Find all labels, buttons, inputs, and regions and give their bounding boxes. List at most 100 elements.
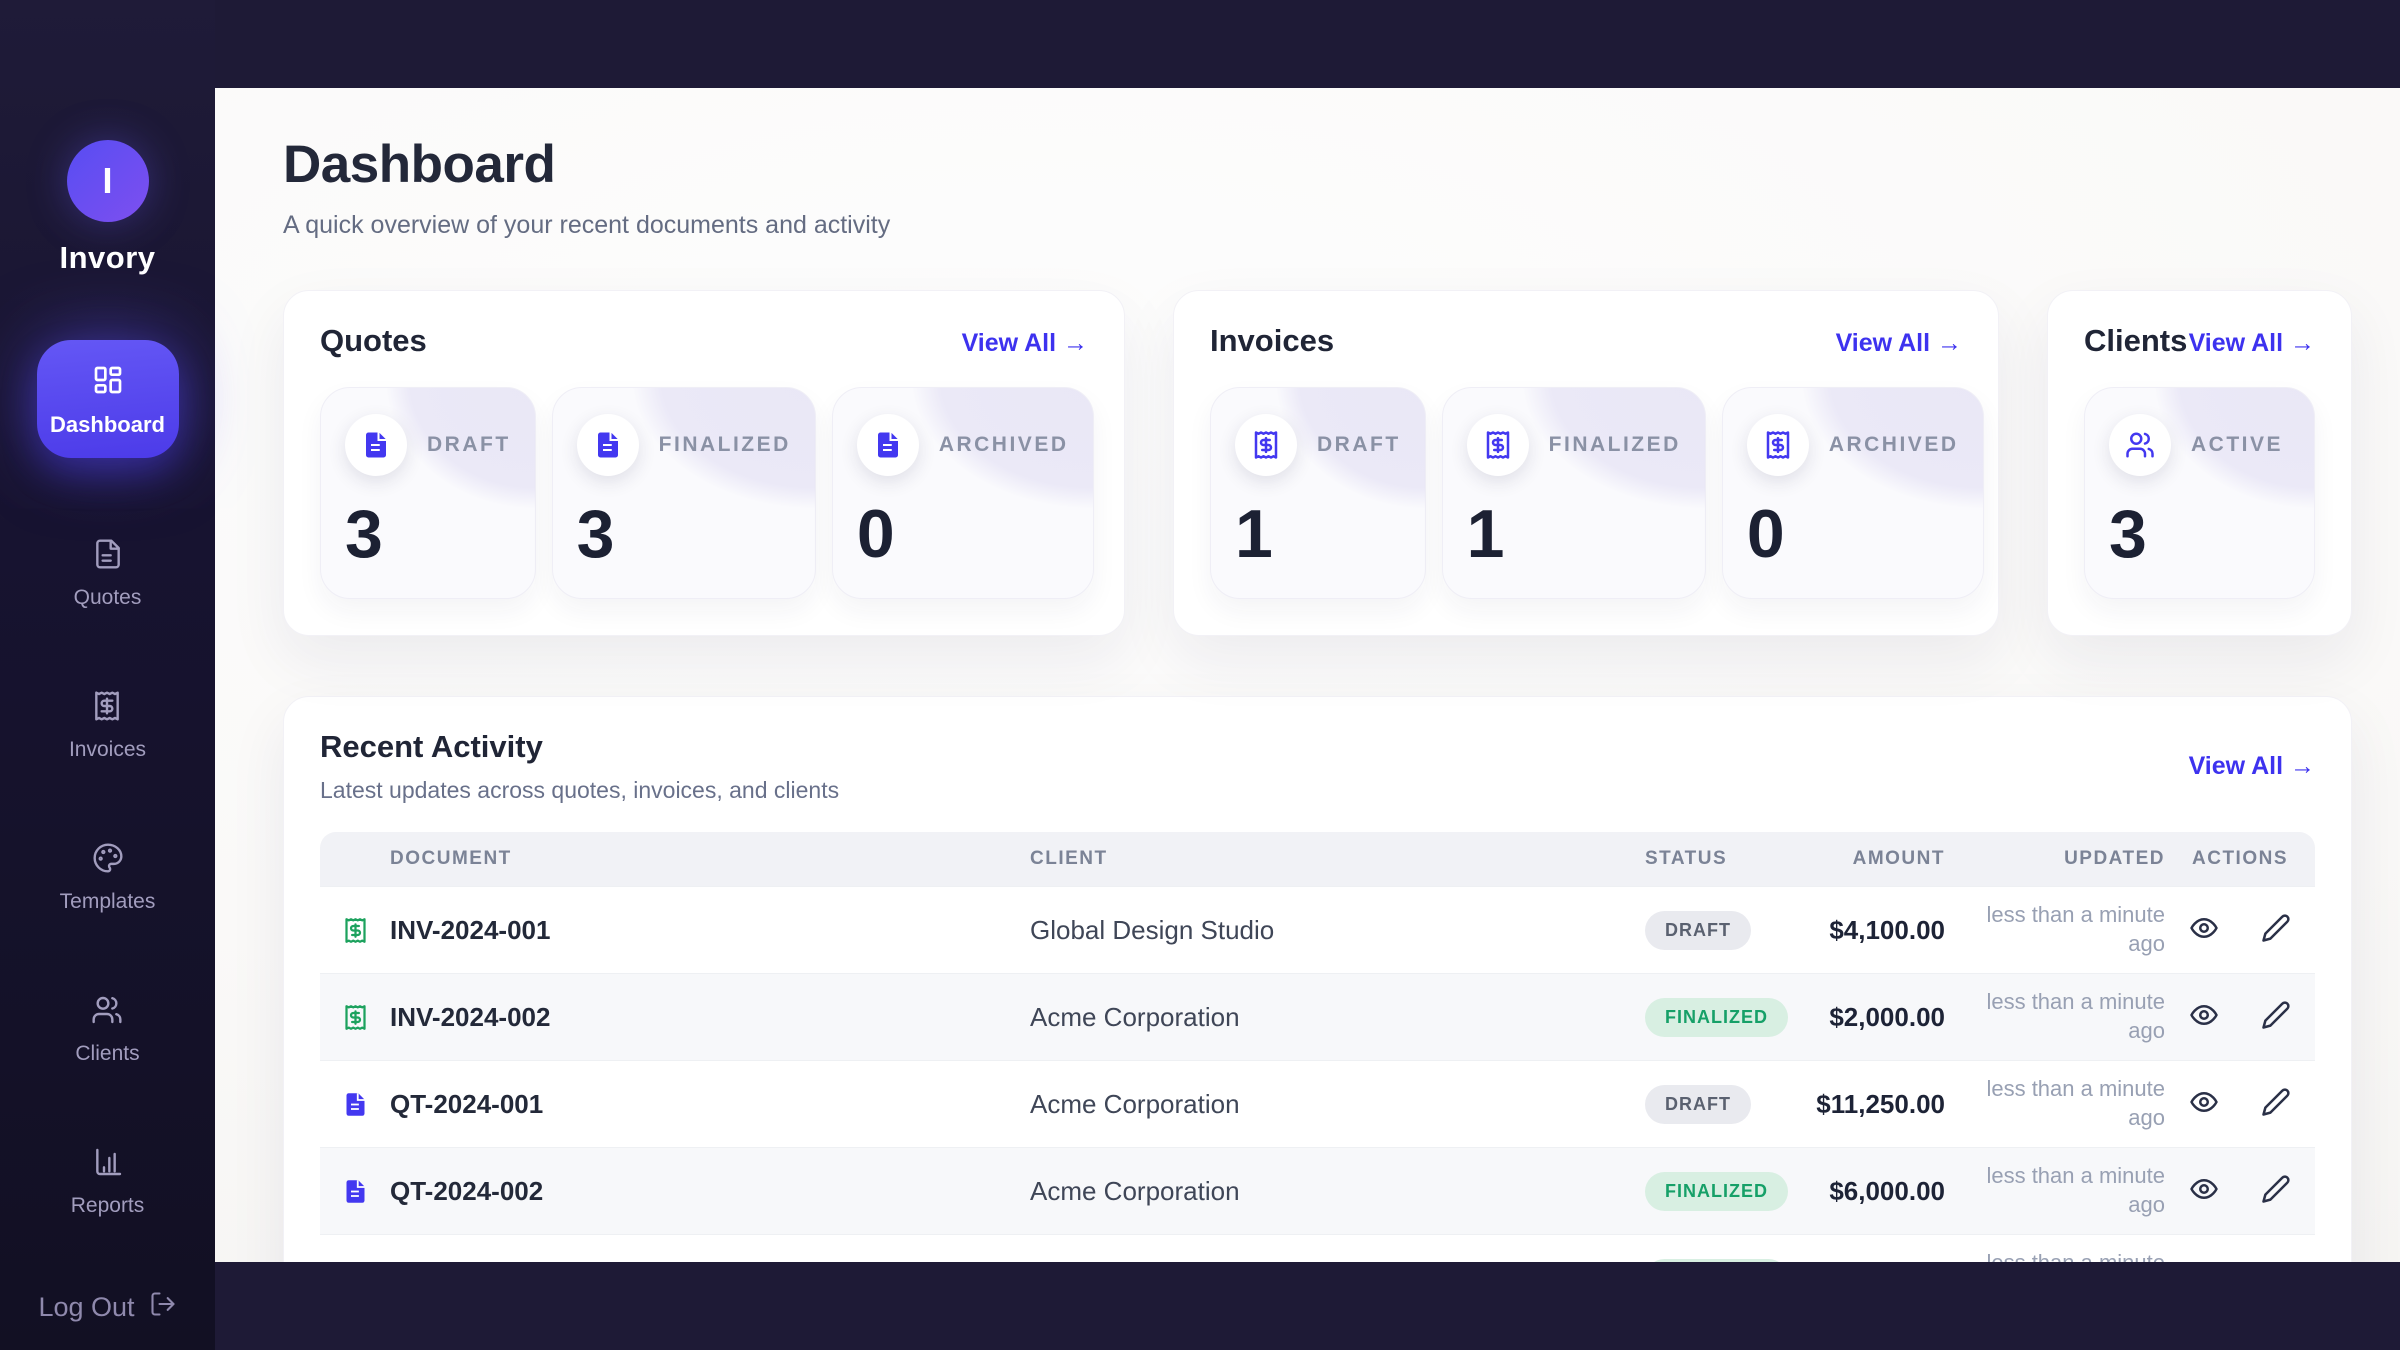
- table-row[interactable]: INV-2024-002 Acme Corporation FINALIZED …: [320, 973, 2315, 1060]
- document-id: INV-2024-001: [390, 914, 551, 945]
- invoice-receipt-icon: [320, 917, 390, 944]
- receipt-icon: [91, 690, 123, 728]
- client-name: Acme Corporation: [1030, 1001, 1240, 1032]
- invoices-view-all-link[interactable]: View All →: [1835, 329, 1962, 357]
- view-eye-icon[interactable]: [2189, 1261, 2219, 1263]
- sidebar-item-label: Dashboard: [50, 412, 165, 437]
- stat-label: ARCHIVED: [938, 433, 1069, 456]
- summary-cards-row: Quotes View All → DRAFT 3: [283, 290, 2352, 636]
- users-icon: [91, 994, 123, 1032]
- palette-icon: [92, 842, 124, 880]
- clients-view-all-link[interactable]: View All →: [2188, 329, 2315, 357]
- stat-label: DRAFT: [1317, 433, 1401, 456]
- amount: $11,250.00: [1816, 1088, 1945, 1119]
- app-name: Invory: [59, 240, 156, 275]
- edit-pencil-icon[interactable]: [2261, 1087, 2291, 1122]
- invoice-receipt-icon: [1235, 414, 1297, 476]
- invoices-draft-tile: DRAFT 1: [1210, 387, 1426, 599]
- quotes-card: Quotes View All → DRAFT 3: [283, 290, 1125, 636]
- status-badge: FINALIZED: [1645, 1258, 1788, 1262]
- edit-pencil-icon[interactable]: [2261, 1000, 2291, 1035]
- stat-label: DRAFT: [427, 433, 511, 456]
- stat-label: FINALIZED: [658, 433, 791, 456]
- sidebar-item-invoices[interactable]: Invoices: [69, 690, 146, 762]
- client-name: Global Design Studio: [1030, 914, 1275, 945]
- quotes-card-title: Quotes: [320, 323, 427, 358]
- view-eye-icon[interactable]: [2189, 913, 2219, 948]
- col-document: DOCUMENT: [390, 848, 512, 869]
- quote-doc-icon: [320, 1091, 390, 1118]
- client-name: Acme Corporation: [1030, 1175, 1240, 1206]
- stat-value: 3: [576, 496, 615, 572]
- status-badge: FINALIZED: [1645, 1171, 1788, 1211]
- activity-subtitle: Latest updates across quotes, invoices, …: [320, 777, 840, 803]
- activity-view-all-link[interactable]: View All →: [2188, 752, 2315, 780]
- invoices-finalized-tile: FINALIZED 1: [1441, 387, 1706, 599]
- main-content: Dashboard A quick overview of your recen…: [215, 88, 2400, 1262]
- page-title: Dashboard: [283, 135, 556, 194]
- logout-button[interactable]: Log Out: [38, 1290, 176, 1325]
- quote-doc-icon: [320, 1178, 390, 1205]
- status-badge: DRAFT: [1645, 1084, 1751, 1124]
- quotes-archived-tile: ARCHIVED 0: [831, 387, 1094, 599]
- col-client: CLIENT: [1030, 848, 1108, 869]
- bar-chart-icon: [92, 1146, 124, 1184]
- view-eye-icon[interactable]: [2189, 1174, 2219, 1209]
- edit-pencil-icon[interactable]: [2261, 1261, 2291, 1262]
- app-logo: I: [66, 140, 149, 222]
- col-actions: ACTIONS: [2192, 848, 2288, 869]
- activity-title: Recent Activity: [320, 729, 543, 764]
- clients-card-title: Clients: [2084, 323, 2188, 358]
- updated-time: less than a minute ago: [1986, 1076, 2165, 1130]
- sidebar-item-clients[interactable]: Clients: [75, 994, 140, 1066]
- table-row[interactable]: QT-2024-001 Acme Corporation DRAFT $11,2…: [320, 1060, 2315, 1147]
- logout-label: Log Out: [38, 1292, 135, 1322]
- clients-card: Clients View All → ACTIVE 3: [2047, 290, 2352, 636]
- quotes-draft-tile: DRAFT 3: [320, 387, 536, 599]
- page-subtitle: A quick overview of your recent document…: [283, 211, 891, 239]
- updated-time: less than a minute ago: [1986, 989, 2165, 1043]
- document-id: INV-2024-002: [390, 1001, 551, 1032]
- quotes-view-all-link[interactable]: View All →: [961, 329, 1088, 357]
- amount: $4,100.00: [1829, 914, 1945, 945]
- col-updated: UPDATED: [2064, 848, 2165, 869]
- invoice-receipt-icon: [1746, 414, 1809, 476]
- logout-icon: [149, 1290, 177, 1325]
- sidebar-item-label: Quotes: [73, 586, 142, 609]
- users-icon: [2109, 414, 2171, 476]
- col-status: STATUS: [1645, 848, 1728, 869]
- table-row[interactable]: INV-2024-001 Global Design Studio DRAFT …: [320, 886, 2315, 973]
- table-row[interactable]: QT-2024-002 Acme Corporation FINALIZED $…: [320, 1147, 2315, 1234]
- sidebar-item-reports[interactable]: Reports: [71, 1146, 144, 1218]
- sidebar-item-templates[interactable]: Templates: [59, 842, 156, 914]
- activity-table-header: DOCUMENT CLIENT STATUS AMOUNT UPDATED AC…: [320, 832, 2315, 886]
- stat-label: FINALIZED: [1548, 433, 1681, 456]
- quotes-finalized-tile: FINALIZED 3: [551, 387, 816, 599]
- stat-value: 3: [2109, 496, 2147, 572]
- document-id: QT-2024-001: [390, 1088, 544, 1119]
- sidebar-nav: Dashboard Quotes Invoices Templates Clie: [0, 340, 215, 1218]
- view-eye-icon[interactable]: [2189, 1000, 2219, 1035]
- clients-active-tile: ACTIVE 3: [2084, 387, 2315, 599]
- updated-time: less than a minute ago: [1986, 902, 2165, 956]
- edit-pencil-icon[interactable]: [2261, 913, 2291, 948]
- edit-pencil-icon[interactable]: [2261, 1174, 2291, 1209]
- amount: $6,000.00: [1829, 1175, 1945, 1206]
- sidebar-item-label: Clients: [75, 1042, 140, 1065]
- table-row[interactable]: QT-2024-003 TechStart Inc. FINALIZED $70…: [320, 1234, 2315, 1262]
- sidebar-item-dashboard[interactable]: Dashboard: [36, 340, 179, 458]
- stat-value: 0: [1746, 496, 1785, 572]
- file-text-icon: [92, 538, 124, 576]
- status-badge: FINALIZED: [1645, 997, 1788, 1037]
- invoices-card: Invoices View All → DRAFT 1: [1173, 290, 1999, 636]
- sidebar-item-label: Templates: [59, 890, 156, 913]
- document-id: QT-2024-002: [390, 1175, 544, 1206]
- view-eye-icon[interactable]: [2189, 1087, 2219, 1122]
- col-amount: AMOUNT: [1852, 848, 1945, 869]
- sidebar-item-quotes[interactable]: Quotes: [73, 538, 142, 610]
- invoice-receipt-icon: [1466, 414, 1529, 476]
- invoices-card-title: Invoices: [1210, 323, 1335, 358]
- invoice-receipt-icon: [320, 1004, 390, 1031]
- sidebar-item-label: Invoices: [68, 738, 147, 761]
- updated-time: less than a minute ago: [1986, 1163, 2165, 1217]
